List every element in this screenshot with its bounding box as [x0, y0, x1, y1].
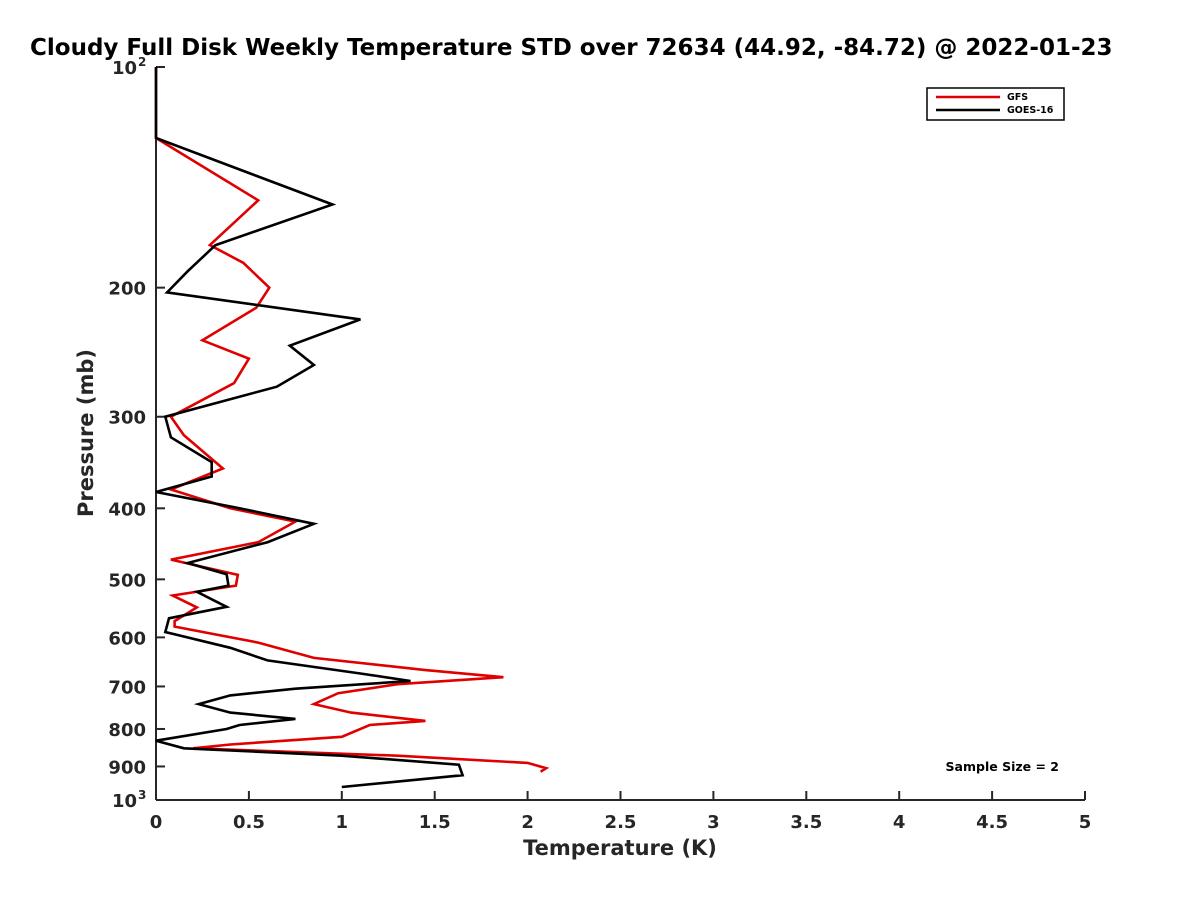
legend-label-gfs: GFS — [1007, 92, 1028, 103]
x-tick-label: 0 — [150, 812, 163, 833]
series-line-goes16 — [154, 67, 465, 789]
series-line-gfs — [154, 67, 550, 773]
series-lines — [154, 67, 550, 789]
y-tick-label: 500 — [108, 570, 146, 591]
x-axis-label: Temperature (K) — [523, 836, 717, 860]
legend: GFS GOES-16 — [926, 87, 1065, 121]
y-tick-label: 300 — [108, 408, 146, 429]
y-tick-label: 600 — [108, 628, 146, 649]
y-tick-label: 10 — [112, 58, 137, 79]
y-tick-label: 900 — [108, 757, 146, 778]
legend-box — [926, 87, 1065, 121]
x-tick-label: 2 — [521, 812, 534, 833]
y-tick-label: 10 — [112, 791, 137, 812]
y-tick-label: 800 — [108, 720, 146, 741]
x-tick-label: 4 — [893, 812, 906, 833]
x-tick-label: 5 — [1079, 812, 1092, 833]
y-axis-label: Pressure (mb) — [74, 349, 98, 517]
axes — [155, 67, 1085, 801]
x-tick-label: 1 — [336, 812, 349, 833]
sample-size-annotation: Sample Size = 2 — [946, 759, 1059, 774]
y-tick-label: 400 — [108, 499, 146, 520]
x-tick-label: 1.5 — [419, 812, 451, 833]
x-tick-label: 4.5 — [976, 812, 1008, 833]
x-tick-label: 2.5 — [605, 812, 637, 833]
y-tick-exponent: 3 — [138, 788, 146, 802]
y-tick-exponent: 2 — [138, 55, 146, 69]
y-tick-label: 700 — [108, 677, 146, 698]
chart-title: Cloudy Full Disk Weekly Temperature STD … — [30, 35, 1113, 61]
y-tick-label: 200 — [108, 279, 146, 300]
x-tick-label: 3 — [707, 812, 720, 833]
x-tick-label: 0.5 — [233, 812, 265, 833]
x-ticks: 0 0.5 1 1.5 2 2.5 3 3.5 4 4.5 5 — [150, 791, 1092, 833]
x-tick-label: 3.5 — [790, 812, 822, 833]
legend-label-goes16: GOES-16 — [1007, 105, 1054, 116]
